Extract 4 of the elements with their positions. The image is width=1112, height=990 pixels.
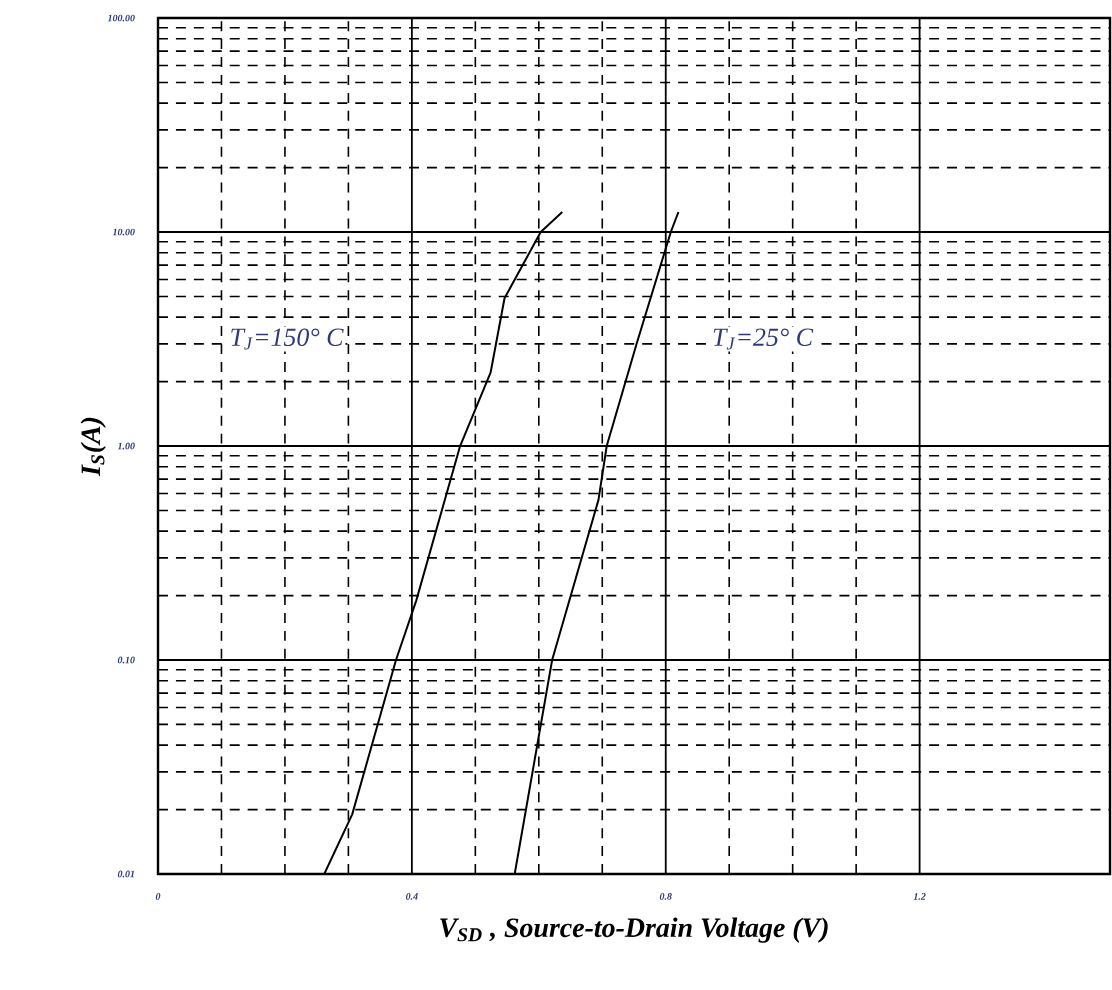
y-axis-title: I$_{S}$(A) — [80, 417, 106, 477]
annotation: T$_{J}$=150° C — [231, 328, 344, 350]
x-axis-title: V$_{SD}$ , Source-to-Drain Voltage (V) — [440, 917, 828, 943]
annotation: T$_{J}$=25° C — [713, 328, 814, 350]
